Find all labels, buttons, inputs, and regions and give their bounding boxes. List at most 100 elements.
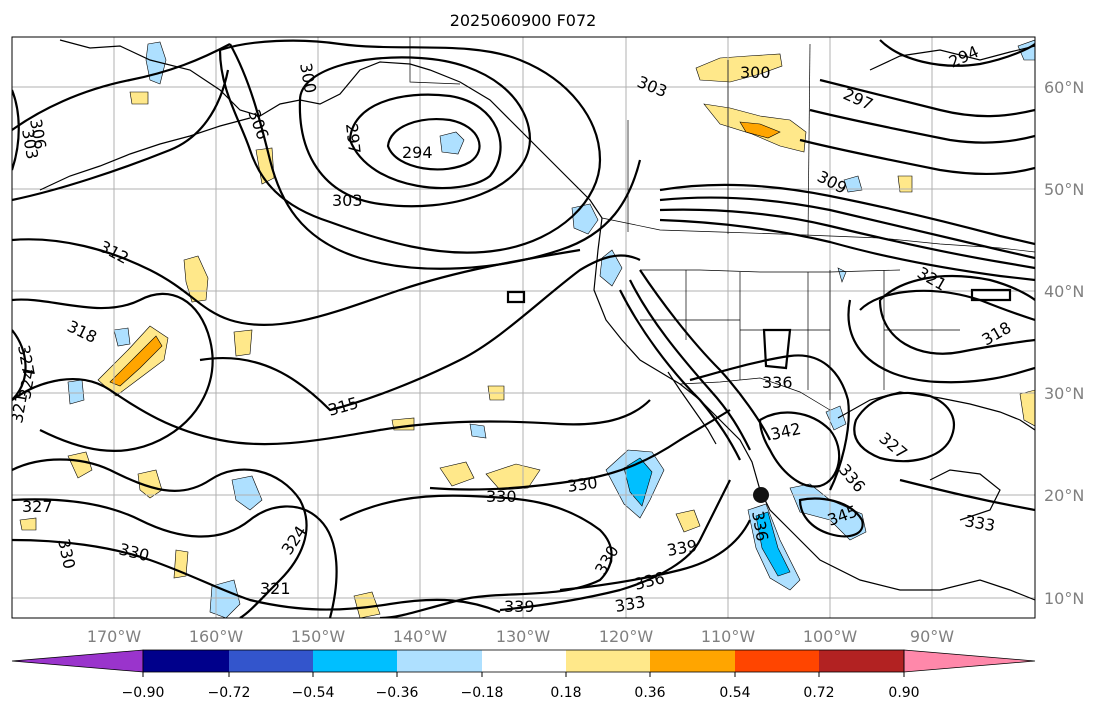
shade-blue-patch <box>825 405 847 431</box>
contour-306 <box>12 43 642 270</box>
contour-336 <box>559 519 751 592</box>
colorbar-segment <box>397 650 482 672</box>
lon-label: 130°W <box>496 627 551 646</box>
shade-blue-strong <box>755 511 791 577</box>
shade-blue-patch <box>439 131 465 155</box>
contour-jet-1 <box>639 269 771 441</box>
contour-333-east <box>899 478 1035 512</box>
contour-324 <box>12 458 308 618</box>
colorbar-segment <box>819 650 904 672</box>
shade-blue-patch <box>843 175 863 193</box>
contour-jet-stream-b <box>659 196 1035 260</box>
figure-title: 2025060900 F072 <box>450 11 597 30</box>
shade-yellow-patch <box>137 469 163 499</box>
shade-yellow-patch <box>439 461 475 487</box>
contour-ring-small <box>506 290 526 304</box>
shade-blue-patch <box>469 423 487 439</box>
contour-318-east <box>879 274 1035 301</box>
na-west-coast <box>593 217 1035 601</box>
extra-contour-labels: 300 <box>740 63 771 82</box>
contour-jet-stream-a <box>659 183 1035 246</box>
shade-yellow-patch <box>675 509 701 533</box>
lon-label: 170°W <box>87 627 142 646</box>
colorbar-extend-left <box>11 649 144 673</box>
contour-jet-stream-d <box>659 218 1035 282</box>
shade-yellow-patch <box>695 53 783 83</box>
shade-yellow-patch <box>129 91 149 105</box>
contour-294-ne <box>879 39 1035 67</box>
contour-label: 336 <box>762 373 793 392</box>
hudson-edge <box>869 45 1035 71</box>
colorbar-ticks <box>142 672 905 677</box>
contour-jet-3 <box>619 289 741 461</box>
contour-303-west <box>12 89 20 171</box>
yucatan <box>929 469 1001 521</box>
colorbar-tick-label: −0.90 <box>122 685 165 701</box>
aleutian-chain <box>39 117 251 191</box>
contour-300-ne <box>809 108 1035 144</box>
contour-label: 303 <box>332 191 363 210</box>
lat-label: 40°N <box>1044 282 1084 301</box>
contour-321 <box>12 378 651 446</box>
contour-lines <box>12 39 1035 618</box>
shade-yellow-patch <box>1019 389 1035 427</box>
lon-label: 120°W <box>599 627 654 646</box>
contour-label: 327 <box>22 497 53 516</box>
colorbar-tick-label: −0.18 <box>461 685 504 701</box>
shade-orange-patch <box>739 121 781 139</box>
contour-315 <box>199 254 641 412</box>
shaded-field <box>19 39 1035 618</box>
contour-321-east <box>859 289 1035 322</box>
shade-yellow-patch <box>233 329 253 357</box>
colorbar-segment <box>650 650 735 672</box>
contour-327-west <box>12 329 27 401</box>
contour-336-ridge <box>689 354 850 491</box>
contour-label: 321 <box>260 579 291 598</box>
contour-label: 330 <box>486 487 517 506</box>
contour-330b <box>429 409 731 491</box>
contour-312 <box>12 238 581 327</box>
colorbar-tick-label: 0.36 <box>634 685 665 701</box>
map-panel: 300 294 297 306 303 306 303 309 312 318 … <box>7 37 1035 618</box>
colorbar-tick-label: 0.72 <box>803 685 834 701</box>
contour-339 <box>499 479 731 612</box>
colorbar-segment <box>143 650 229 672</box>
contour-327-gulf <box>853 392 956 463</box>
contour-303 <box>218 39 602 254</box>
colorbar: −0.90 −0.72 −0.54 −0.36 −0.18 0.18 0.36 … <box>11 649 1036 701</box>
shade-orange-patch <box>109 335 163 387</box>
gulf-coast <box>837 391 1035 431</box>
shade-yellow-patch <box>67 451 93 479</box>
lon-label: 150°W <box>291 627 346 646</box>
baja-peninsula <box>667 371 717 445</box>
shade-blue-patch <box>231 475 263 511</box>
colorbar-segment <box>313 650 397 672</box>
lon-label: 140°W <box>393 627 448 646</box>
lon-label: 160°W <box>189 627 244 646</box>
colorbar-tick-label: −0.72 <box>208 685 251 701</box>
contour-label: 297 <box>342 122 364 154</box>
contour-label: 321 <box>7 391 31 424</box>
shade-blue-patch <box>209 579 241 618</box>
lat-label: 30°N <box>1044 384 1084 403</box>
contour-330 <box>12 538 501 614</box>
contour-345 <box>798 497 864 538</box>
colorbar-tick-label: −0.54 <box>292 685 335 701</box>
shade-yellow-patch <box>19 517 37 531</box>
shade-blue-patch <box>145 41 167 85</box>
contour-300-low <box>298 56 532 208</box>
shade-yellow-patch <box>897 175 913 193</box>
coastlines <box>39 39 1035 601</box>
contour-jet-stream-c <box>659 208 1035 270</box>
latitude-labels: 60°N 50°N 40°N 30°N 20°N 10°N <box>1044 78 1084 608</box>
alaska-border <box>409 37 461 85</box>
colorbar-segment <box>482 650 566 672</box>
contour-333 <box>339 494 613 618</box>
contour-low-east-1 <box>878 299 1035 355</box>
contour-303-ne <box>799 138 1035 176</box>
political-borders <box>409 37 1035 411</box>
alaska-coast <box>59 39 603 219</box>
contour-label: 300 <box>740 63 771 82</box>
contour-294-low <box>386 118 481 171</box>
